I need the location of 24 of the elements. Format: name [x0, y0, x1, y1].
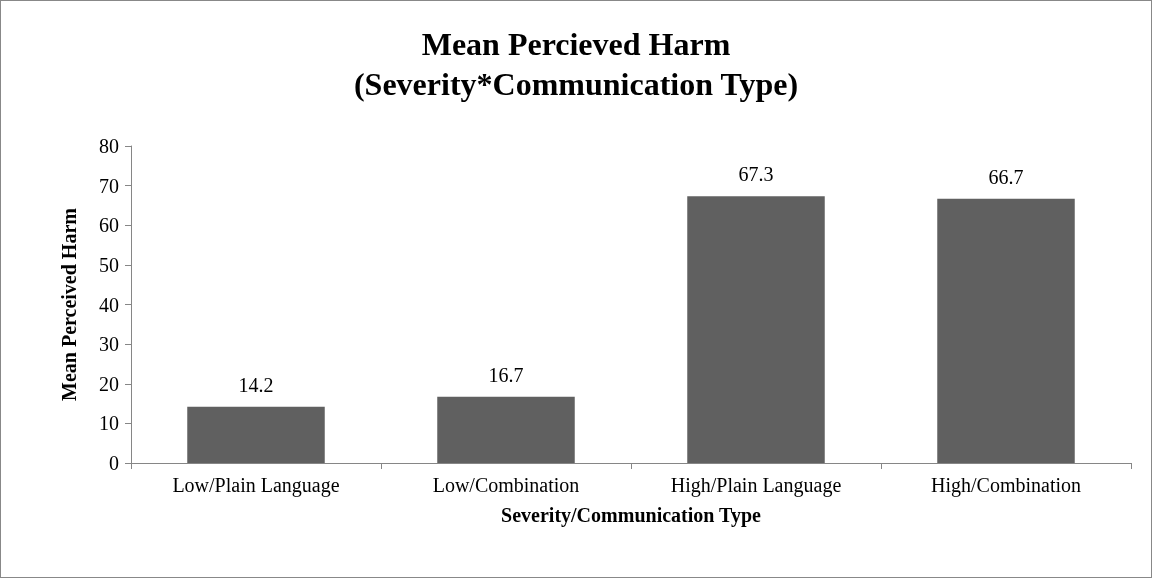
y-tick-label: 40: [99, 293, 119, 316]
data-label: 67.3: [738, 163, 774, 186]
y-tick-label: 50: [99, 253, 119, 276]
bar: [687, 196, 825, 463]
y-tick-label: 0: [109, 452, 119, 474]
data-label: 16.7: [488, 363, 524, 386]
bar: [187, 406, 325, 463]
y-tick-label: 20: [99, 372, 119, 395]
chart-title: Mean Percieved Harm (Severity*Communication Type): [353, 26, 799, 102]
x-tick-label: High/Combination: [931, 474, 1081, 497]
y-tick-label: 10: [99, 412, 119, 435]
y-tick-label: 30: [99, 333, 119, 356]
data-label: 14.2: [238, 373, 274, 396]
x-axis-title: Severity/Communication Type: [501, 504, 762, 527]
y-tick-label: 70: [99, 174, 119, 197]
y-axis-title: Mean Perceived Harm: [58, 207, 80, 401]
x-tick-label: Low/Plain Language: [172, 474, 340, 497]
x-tick-label: Low/Combination: [432, 474, 580, 496]
y-tick-label: 80: [99, 135, 119, 157]
bar: [437, 396, 575, 463]
y-tick-label: 60: [99, 214, 119, 237]
data-label: 66.7: [988, 165, 1024, 188]
x-tick-label: High/Plain Language: [670, 474, 842, 497]
bar: [937, 198, 1075, 463]
